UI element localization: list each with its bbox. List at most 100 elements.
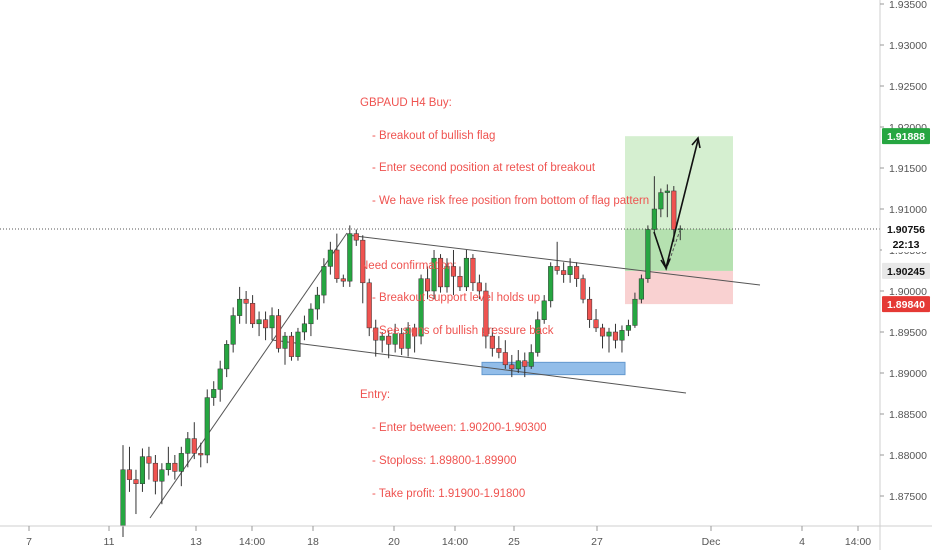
candle-down [496, 348, 502, 353]
candle-up [159, 469, 165, 482]
x-tick-label: 25 [508, 536, 520, 548]
x-tick-label: 4 [799, 536, 805, 548]
x-tick-label: 13 [190, 536, 202, 548]
x-tick-label: 14:00 [239, 536, 265, 548]
x-tick-label: 18 [307, 536, 319, 548]
y-tick-label: 1.93000 [889, 40, 927, 52]
candle-up [651, 208, 657, 230]
candle-down [476, 282, 482, 292]
candle-up [625, 325, 631, 331]
candle-down [172, 462, 178, 472]
candle-down [509, 364, 515, 370]
take-profit-label-box [882, 128, 930, 145]
candle-down [561, 270, 567, 275]
candle-up [619, 330, 625, 341]
stop-loss-label-box [882, 296, 930, 313]
candle-up [120, 469, 126, 526]
entry-price-label-box [882, 262, 930, 279]
candle-up [204, 397, 210, 456]
candle-up [230, 315, 236, 345]
flag-lower-line [271, 339, 687, 394]
flag-upper-line [346, 234, 761, 286]
candle-up [528, 352, 534, 367]
candle-up [463, 257, 469, 288]
candle-down [373, 327, 379, 341]
annotation-setup-2: - Enter second position at retest of bre… [372, 162, 596, 175]
candle-down [554, 266, 560, 271]
bar-countdown-label: 22:13 [893, 239, 920, 251]
candle-up [301, 323, 307, 333]
candle-down [198, 453, 204, 456]
y-tick-label: 1.87500 [889, 491, 927, 503]
candle-up [165, 462, 171, 471]
candle-down [522, 360, 528, 367]
stop-loss-label: 1.89840 [887, 299, 925, 311]
candle-up [645, 229, 651, 279]
trade-annotation: GBPAUD H4 Buy: - Breakout of bullish fla… [360, 76, 649, 510]
y-tick-label: 1.88500 [889, 409, 927, 421]
flagpole-line [149, 232, 348, 519]
candle-down [126, 469, 133, 480]
y-tick-label: 1.89000 [889, 368, 927, 380]
candle-down [587, 298, 593, 320]
x-tick-label: 14:00 [442, 536, 468, 548]
candle-up [405, 327, 411, 349]
y-tick-label: 1.89500 [889, 327, 927, 339]
candle-up [139, 456, 145, 484]
candle-up [282, 335, 288, 349]
annotation-entry-3: - Take profit: 1.91900-1.91800 [372, 487, 526, 500]
candle-up [295, 331, 301, 357]
candle-up [308, 308, 314, 325]
annotation-confirm-1: - Breakout support level holds up [372, 292, 541, 305]
candle-up [314, 294, 320, 310]
candle-up [256, 319, 262, 325]
candle-down [340, 278, 346, 282]
projection-arrows [653, 136, 701, 271]
candle-down [133, 479, 139, 484]
y-tick-label: 1.88000 [889, 450, 927, 462]
candle-down [243, 298, 249, 304]
candle-up [347, 233, 353, 282]
candle-up [515, 360, 521, 370]
candle-down [353, 233, 359, 241]
candle-down [612, 331, 619, 341]
annotation-entry-1: - Enter between: 1.90200-1.90300 [372, 422, 547, 435]
candle-down [275, 315, 282, 349]
candle-down [191, 438, 197, 454]
y-tick-label: 1.91000 [889, 204, 927, 216]
x-tick-label: 11 [104, 536, 115, 548]
candlesticks [120, 176, 683, 537]
candle-up [541, 300, 547, 320]
candle-down [334, 249, 340, 279]
x-tick-label: 7 [26, 536, 32, 548]
y-tick-label: 1.92500 [889, 81, 927, 93]
candle-up [606, 331, 612, 337]
annotation-setup-1: - Breakout of bullish flag [372, 129, 496, 142]
take-profit-label: 1.91888 [887, 131, 925, 143]
candle-down [437, 257, 444, 288]
candle-up [444, 266, 450, 288]
candle-up [658, 192, 664, 210]
candle-up [632, 298, 638, 326]
candle-up [431, 257, 437, 292]
candle-down [593, 319, 599, 329]
open-profit-zone [625, 229, 733, 271]
entry-price-label: 1.90245 [887, 266, 925, 278]
candle-down [263, 319, 269, 329]
arrow-head-up [691, 136, 701, 149]
candle-up [664, 190, 670, 193]
candle-down [288, 335, 295, 357]
candle-up [237, 298, 243, 316]
annotation-setup-3: - We have risk free position from bottom… [372, 194, 650, 207]
price-labels: 1.91888 1.90756 22:13 1.90245 1.89840 [882, 128, 930, 313]
candle-up [185, 438, 191, 454]
current-price-label: 1.90756 [887, 224, 925, 236]
candle-up [638, 278, 644, 300]
candle-up [269, 315, 275, 329]
candle-down [457, 275, 463, 288]
candle-up [224, 344, 230, 370]
candle-up [321, 266, 327, 296]
candle-up [217, 368, 223, 390]
